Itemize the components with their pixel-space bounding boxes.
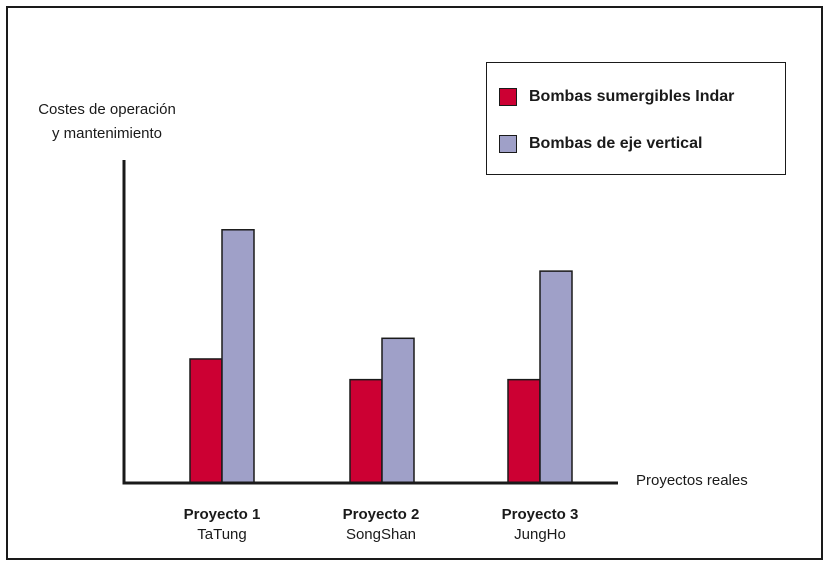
legend-item-series-1: Bombas sumergibles Indar xyxy=(499,88,734,106)
legend-item-series-2: Bombas de eje vertical xyxy=(499,135,702,153)
x-axis-label: Proyectos reales xyxy=(636,472,748,489)
y-axis-label-line-1: Costes de operación xyxy=(38,101,176,118)
legend-swatch-series-2 xyxy=(499,135,517,153)
category-label-3: Proyecto 3 JungHo xyxy=(470,505,610,545)
legend-label-series-1: Bombas sumergibles Indar xyxy=(529,88,735,105)
category-sub-1: TaTung xyxy=(197,526,247,543)
legend-label-series-2: Bombas de eje vertical xyxy=(529,135,703,152)
category-sub-2: SongShan xyxy=(345,526,417,543)
bar-eje-vertical-proyecto-3 xyxy=(539,270,573,484)
bar-eje-vertical-proyecto-1 xyxy=(221,229,255,484)
legend: Bombas sumergibles Indar Bombas de eje v… xyxy=(486,62,786,175)
category-name-3: Proyecto 3 xyxy=(501,506,579,523)
bar-eje-vertical-proyecto-2 xyxy=(381,337,415,484)
category-label-2: Proyecto 2 SongShan xyxy=(311,505,451,545)
category-sub-3: JungHo xyxy=(514,526,566,543)
category-label-1: Proyecto 1 TaTung xyxy=(152,505,292,545)
y-axis-label: Costes de operación y mantenimiento xyxy=(12,98,202,146)
bar-sumergibles-proyecto-3 xyxy=(507,378,541,484)
bar-sumergibles-proyecto-1 xyxy=(189,358,223,484)
bar-sumergibles-proyecto-2 xyxy=(349,378,383,484)
category-name-2: Proyecto 2 xyxy=(342,506,420,523)
category-name-1: Proyecto 1 xyxy=(183,506,261,523)
y-axis-label-line-2: y mantenimiento xyxy=(51,125,163,142)
legend-swatch-series-1 xyxy=(499,88,517,106)
